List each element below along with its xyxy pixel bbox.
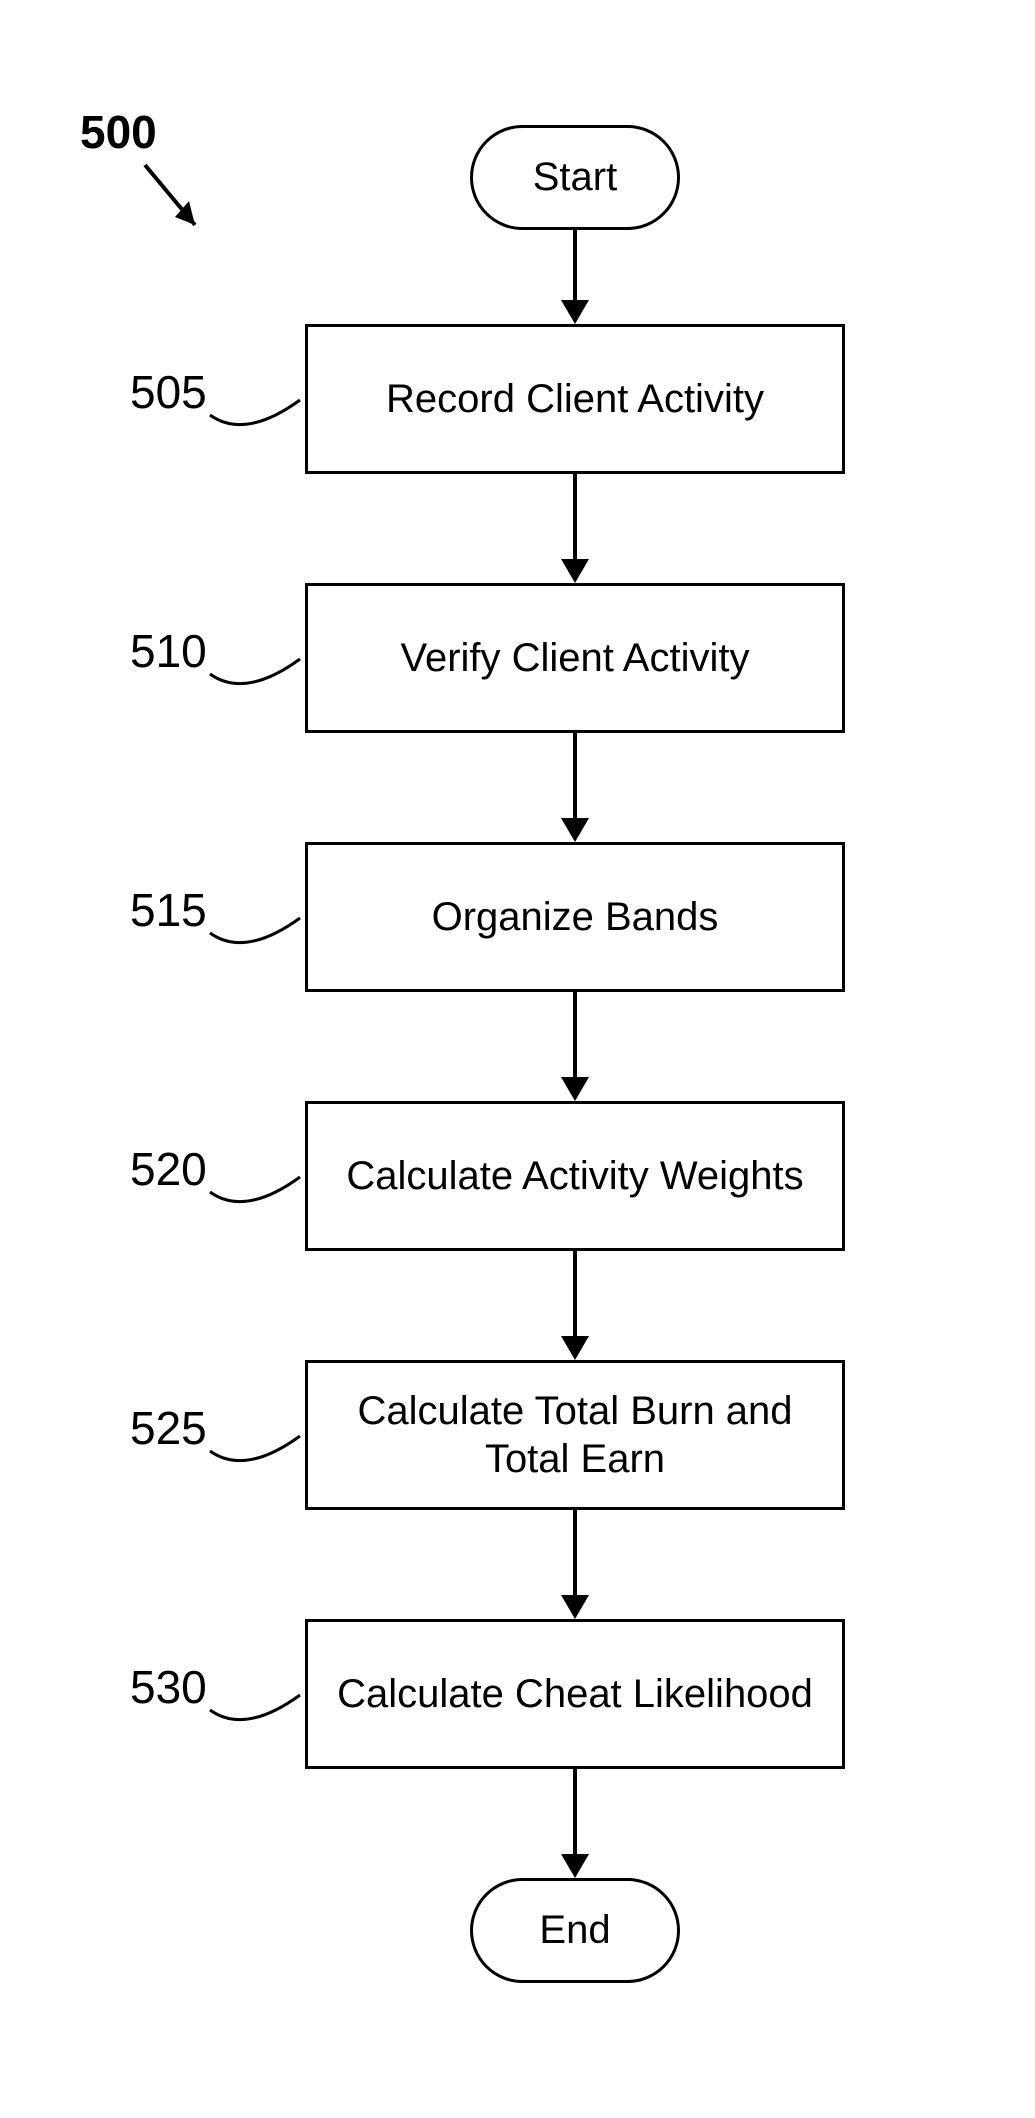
process-text-510: Verify Client Activity <box>400 634 749 682</box>
ref-curve-510 <box>205 639 305 709</box>
ref-label-525: 525 <box>130 1401 207 1455</box>
process-text-515: Organize Bands <box>432 893 719 941</box>
ref-curve-515 <box>205 898 305 968</box>
arrow-515-to-520 <box>561 992 589 1101</box>
arrow-505-to-510 <box>561 474 589 583</box>
process-verify-client-activity: Verify Client Activity <box>305 583 845 733</box>
ref-label-530: 530 <box>130 1660 207 1714</box>
start-terminal: Start <box>470 125 680 230</box>
arrow-510-to-515 <box>561 733 589 842</box>
ref-curve-530 <box>205 1675 305 1745</box>
arrow-530-to-end <box>561 1769 589 1878</box>
process-calculate-total-burn-earn: Calculate Total Burn and Total Earn <box>305 1360 845 1510</box>
ref-curve-520 <box>205 1157 305 1227</box>
process-calculate-cheat-likelihood: Calculate Cheat Likelihood <box>305 1619 845 1769</box>
arrow-start-to-505 <box>561 230 589 324</box>
process-calculate-activity-weights: Calculate Activity Weights <box>305 1101 845 1251</box>
ref-label-520: 520 <box>130 1142 207 1196</box>
arrow-520-to-525 <box>561 1251 589 1360</box>
ref-curve-525 <box>205 1416 305 1486</box>
process-text-505: Record Client Activity <box>386 375 764 423</box>
process-text-525: Calculate Total Burn and Total Earn <box>328 1387 822 1483</box>
ref-label-510: 510 <box>130 624 207 678</box>
start-label: Start <box>533 155 617 200</box>
process-organize-bands: Organize Bands <box>305 842 845 992</box>
end-terminal: End <box>470 1878 680 1983</box>
process-record-client-activity: Record Client Activity <box>305 324 845 474</box>
arrow-525-to-530 <box>561 1510 589 1619</box>
ref-label-505: 505 <box>130 365 207 419</box>
ref-curve-505 <box>205 380 305 450</box>
figure-number-label: 500 <box>80 105 157 159</box>
ref-label-515: 515 <box>130 883 207 937</box>
end-label: End <box>539 1908 610 1953</box>
figure-number-arrow <box>135 155 225 255</box>
process-text-520: Calculate Activity Weights <box>346 1152 803 1200</box>
process-text-530: Calculate Cheat Likelihood <box>337 1670 813 1718</box>
